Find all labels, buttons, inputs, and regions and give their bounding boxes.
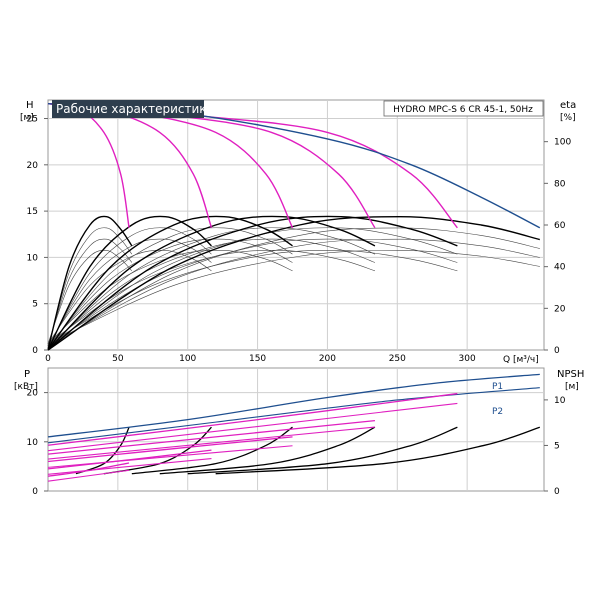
chart-title: Рабочие характеристики [56,102,214,116]
bottom-tick-labels: 0 10 20 0 5 10 [27,389,566,497]
p1-curve-4 [47,419,376,455]
x-tick-label: 150 [249,354,266,364]
npsh-tick-label: 5 [554,441,560,451]
power-tick-label: 0 [32,487,38,497]
head-axis-label: H [26,100,34,111]
npsh-curve-4 [159,426,376,475]
x-tick-label: 250 [389,354,406,364]
p2-series-label: P2 [492,407,503,417]
npsh-curve-6 [215,426,541,475]
power-axis-unit: [кВт] [14,382,38,392]
head-tick-label: 0 [32,346,38,356]
efficiency-thin-curve-2-2 [47,238,212,346]
eta-axis-unit: [%] [560,113,576,123]
x-tick-label: 200 [319,354,336,364]
head-tick-label: 10 [27,253,39,263]
npsh-tick-label: 0 [554,487,560,497]
top-series [47,102,541,351]
npsh-curve-5 [187,426,458,475]
p2-curve-5 [47,402,458,452]
power-npsh-panel: 0 10 20 0 5 10 P [кВт] NPSH [м] P1 P2 [14,367,584,497]
npsh-tick-label: 10 [554,396,566,406]
eta-tick-label: 20 [554,304,566,314]
eta-axis-label: eta [560,100,576,111]
top-plot-frame [47,99,545,351]
efficiency-curve-1 [47,215,133,351]
efficiency-thin-curve-1-2 [47,238,133,346]
eta-tick-label: 40 [554,263,566,273]
efficiency-thin-curve-2-3 [47,249,212,344]
efficiency-thin-curve-3-2 [47,238,293,347]
efficiency-thin-curve-5-2 [47,238,458,347]
flow-axis-label: Q [м³/ч] [503,355,539,365]
p2-curve-1 [47,469,130,482]
p2-curve-4 [47,426,375,460]
efficiency-curve-5 [47,215,458,351]
x-tick-label: 50 [112,354,124,364]
model-label: HYDRO MPC-S 6 CR 45-1, 50Hz [393,105,533,115]
p2-curve-2 [47,457,212,475]
head-tick-label: 20 [27,161,39,171]
efficiency-thin-curve-3-1 [47,227,293,349]
x-tick-label: 100 [179,354,196,364]
power-tick-label: 20 [27,389,39,399]
bottom-grid [48,368,544,491]
p1-series-label: P1 [492,382,503,392]
efficiency-thin-curve-1-1 [47,227,133,349]
eta-tick-label: 0 [554,346,560,356]
power-axis-label: P [24,369,30,380]
x-tick-label: 0 [45,354,51,364]
eta-tick-label: 100 [554,138,571,148]
power-tick-label: 10 [27,438,39,448]
model-box [383,100,544,117]
efficiency-curve-2 [47,215,212,351]
head-axis-unit: [м] [20,113,34,123]
efficiency-thin-curve-6-2 [47,238,540,347]
efficiency-thin-curve-3-3 [47,249,293,344]
npsh-axis-label: NPSH [557,369,584,380]
x-tick-label: 300 [459,354,476,364]
p2-curve-3 [47,445,293,468]
title-box [52,100,204,118]
efficiency-curve-3 [47,215,293,351]
efficiency-curve-6 [47,215,540,351]
head-tick-label: 15 [27,207,38,217]
efficiency-curve-4 [47,215,376,351]
p1-curve-1 [47,462,130,477]
bottom-series [47,373,541,482]
p1-curve-2 [47,449,212,470]
p1-curve-6 [47,373,540,438]
p1-curve-3 [47,436,293,463]
eta-tick-label: 60 [554,221,566,231]
efficiency-thin-curve-6-3 [47,250,540,345]
head-tick-label: 25 [27,115,38,125]
efficiency-thin-curve-2-1 [47,227,212,349]
bottom-plot-frame [47,367,545,492]
head-tick-label: 5 [32,300,38,310]
eta-tick-label: 80 [554,179,566,189]
npsh-axis-unit: [м] [565,382,579,392]
efficiency-thin-curve-6-1 [47,227,540,349]
p1-curve-5 [47,392,458,446]
efficiency-thin-curve-1-3 [47,249,133,344]
npsh-curve-2 [103,426,212,475]
p2-curve-6 [47,387,540,444]
head-efficiency-panel: 0 50 100 150 200 250 3000510152025020406080100… [20,99,576,365]
